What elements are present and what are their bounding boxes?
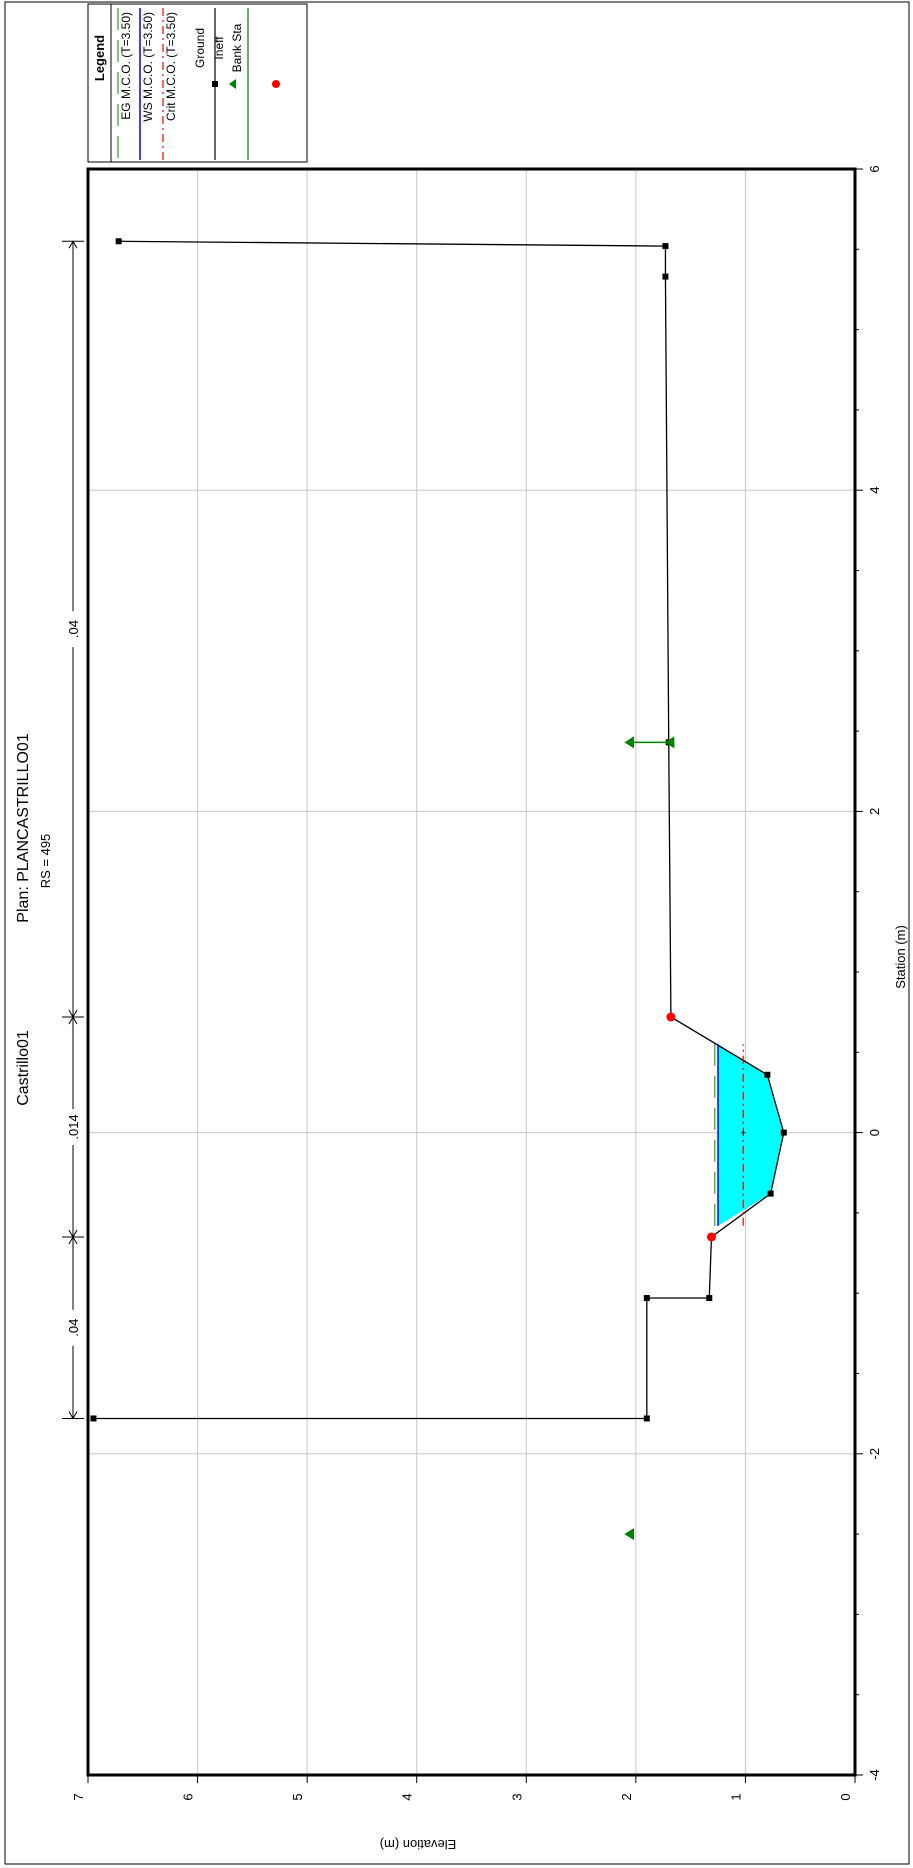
ineff-marker — [624, 736, 634, 749]
legend-label: Crit M.C.O. (T=3.50) — [164, 12, 178, 121]
legend-swatch-marker — [272, 80, 280, 88]
ground-point — [643, 1295, 650, 1302]
plan-title: Plan: PLANCASTRILLO01 — [15, 733, 32, 923]
water-level-lines: + — [714, 1044, 746, 1226]
x-axis-label: Station (m) — [893, 925, 908, 989]
mannings-n-annotations: .04 .014 .04 — [62, 240, 84, 1420]
ineff-marker — [624, 1528, 634, 1541]
ground-point — [764, 1071, 771, 1078]
ground-point — [767, 1190, 774, 1197]
ineff-marker — [664, 736, 675, 749]
x-tick-label: -4 — [867, 1769, 882, 1781]
x-tick-label: 0 — [867, 1129, 882, 1136]
manning-arrow — [68, 1229, 78, 1238]
y-tick-label: 2 — [619, 1793, 634, 1800]
ground-point — [643, 1415, 650, 1422]
y-tick-label: 4 — [400, 1793, 415, 1800]
manning-arrow — [68, 1009, 78, 1018]
bank-station-marker — [666, 1012, 676, 1022]
manning-label: .04 — [66, 1319, 81, 1337]
ground-point — [662, 273, 669, 280]
chart-title: Castrillo01 — [15, 1030, 32, 1106]
crit-marker: + — [740, 1129, 746, 1140]
y-tick-label: 3 — [509, 1793, 524, 1800]
ground-point — [780, 1129, 787, 1136]
manning-arrow — [68, 240, 78, 249]
y-tick-label: 0 — [838, 1793, 853, 1800]
y-tick-label: 5 — [290, 1793, 305, 1800]
ground-point — [706, 1295, 713, 1302]
x-tick-label: 2 — [867, 808, 882, 815]
x-tick-label: 4 — [867, 487, 882, 494]
legend-swatch-marker — [229, 79, 236, 89]
legend-label: Bank Sta — [230, 23, 244, 72]
ground-series — [90, 238, 787, 1422]
x-axis-ticks: -4 -2 0 2 4 6 — [855, 165, 882, 1781]
ground-point — [662, 243, 669, 250]
x-tick-label: 6 — [867, 165, 882, 172]
water-area — [718, 1044, 784, 1226]
y-axis-ticks: 0 1 2 3 4 5 6 7 — [71, 1775, 856, 1801]
manning-label: .04 — [66, 620, 81, 638]
y-tick-label: 6 — [181, 1793, 196, 1800]
water-fill — [718, 1044, 784, 1226]
ground-point — [115, 238, 122, 245]
y-tick-label: 7 — [71, 1793, 86, 1800]
legend: Legend EG M.C.O. (T=3.50) WS M.C.O. (T=3.… — [87, 3, 308, 163]
legend-label: EG M.C.O. (T=3.50) — [119, 12, 133, 120]
markers — [624, 736, 716, 1541]
legend-swatch-marker — [212, 81, 218, 87]
legend-label: Ground — [193, 28, 207, 68]
legend-label: Ineff — [212, 36, 226, 60]
chart-subtitle: RS = 495 — [38, 834, 53, 889]
x-tick-label: -2 — [867, 1448, 882, 1460]
y-tick-label: 1 — [728, 1793, 743, 1800]
bank-station-marker — [706, 1232, 716, 1242]
legend-label: WS M.C.O. (T=3.50) — [141, 12, 155, 122]
legend-title: Legend — [92, 35, 107, 81]
y-axis-label: Elevation (m) — [380, 1837, 457, 1852]
manning-arrow — [68, 1411, 78, 1420]
manning-label: .014 — [66, 1114, 81, 1139]
ground-point — [90, 1415, 97, 1422]
